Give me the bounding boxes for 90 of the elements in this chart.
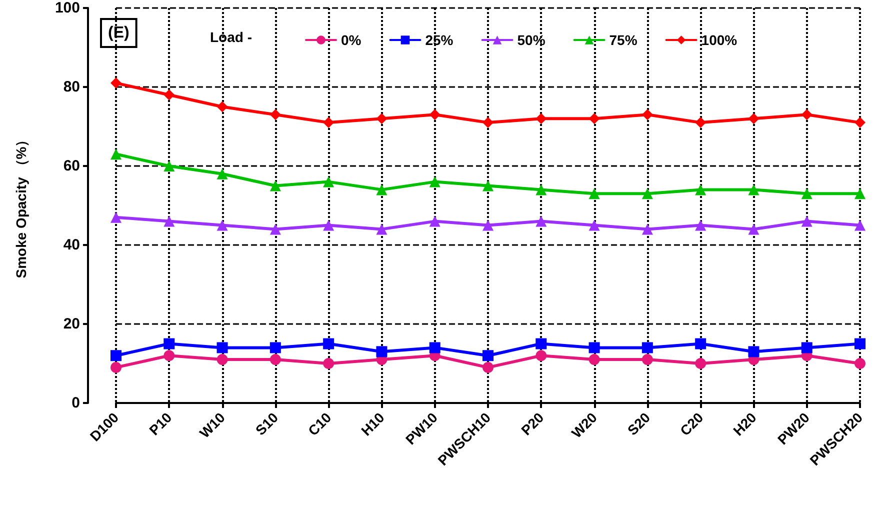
point xyxy=(695,338,706,350)
point xyxy=(216,168,228,180)
point xyxy=(482,362,494,373)
point xyxy=(588,113,600,124)
legend-label: 0% xyxy=(341,32,362,48)
point xyxy=(642,109,653,120)
y-tick-label: 80 xyxy=(63,78,80,96)
x-tick-label: P20 xyxy=(518,409,547,438)
point xyxy=(164,160,175,172)
y-tick-label: 100 xyxy=(54,0,80,16)
y-tick-label: 0 xyxy=(72,394,80,412)
point xyxy=(588,354,600,366)
point xyxy=(270,342,281,354)
point xyxy=(536,350,547,362)
point xyxy=(482,220,494,231)
point xyxy=(110,350,122,362)
point xyxy=(270,354,281,366)
point xyxy=(164,216,175,227)
point xyxy=(642,188,653,200)
point xyxy=(110,148,122,160)
point xyxy=(801,342,812,354)
point xyxy=(429,216,440,227)
x-tick-label: C20 xyxy=(676,409,706,439)
point xyxy=(323,176,334,188)
point xyxy=(270,224,281,235)
legend-title: Load - xyxy=(210,29,252,45)
point xyxy=(748,113,760,124)
point xyxy=(376,113,388,124)
point xyxy=(110,362,122,373)
point xyxy=(536,184,547,196)
point xyxy=(536,338,547,350)
point xyxy=(482,180,494,192)
point xyxy=(801,188,812,200)
point xyxy=(270,109,281,120)
point xyxy=(323,117,334,128)
point xyxy=(216,342,228,354)
point xyxy=(854,117,866,128)
point xyxy=(216,354,228,366)
point xyxy=(854,188,866,200)
point xyxy=(376,224,388,235)
point xyxy=(429,109,440,120)
point xyxy=(642,354,653,366)
x-tick-label: S10 xyxy=(252,409,282,438)
point xyxy=(695,184,706,196)
point xyxy=(588,188,600,200)
point xyxy=(429,176,440,188)
point xyxy=(642,224,653,235)
point xyxy=(323,220,334,231)
point xyxy=(216,220,228,231)
point xyxy=(748,184,760,196)
legend-label: 75% xyxy=(609,32,638,48)
y-tick-label: 20 xyxy=(63,316,80,332)
point xyxy=(429,342,440,354)
legend-label: 100% xyxy=(701,32,738,48)
point xyxy=(854,358,866,369)
point xyxy=(376,346,388,358)
point xyxy=(164,89,175,100)
x-tick-label: S20 xyxy=(624,409,654,438)
point xyxy=(588,342,600,354)
point xyxy=(536,216,547,227)
point xyxy=(270,180,281,192)
point xyxy=(323,358,334,369)
y-axis-title: Smoke Opacity （%） xyxy=(13,132,29,278)
point xyxy=(748,224,760,235)
point xyxy=(748,346,760,358)
point xyxy=(482,117,494,128)
point xyxy=(854,338,866,350)
y-tick-label: 40 xyxy=(63,236,80,254)
x-tick-label: H10 xyxy=(358,409,388,439)
point xyxy=(642,342,653,354)
point xyxy=(110,212,122,223)
x-tick-label: H20 xyxy=(730,409,760,439)
point xyxy=(695,358,706,369)
y-tick-label: 60 xyxy=(63,158,80,174)
point xyxy=(482,350,494,362)
x-tick-label: C10 xyxy=(304,409,334,439)
x-tick-label: P10 xyxy=(146,409,175,438)
point xyxy=(536,113,547,124)
point xyxy=(164,338,175,350)
point xyxy=(216,101,228,112)
point xyxy=(110,78,122,89)
point xyxy=(588,220,600,231)
point xyxy=(695,117,706,128)
point xyxy=(323,338,334,350)
point xyxy=(801,216,812,227)
point xyxy=(695,220,706,231)
point xyxy=(801,109,812,120)
point xyxy=(164,350,175,362)
point xyxy=(854,220,866,231)
point xyxy=(376,184,388,196)
